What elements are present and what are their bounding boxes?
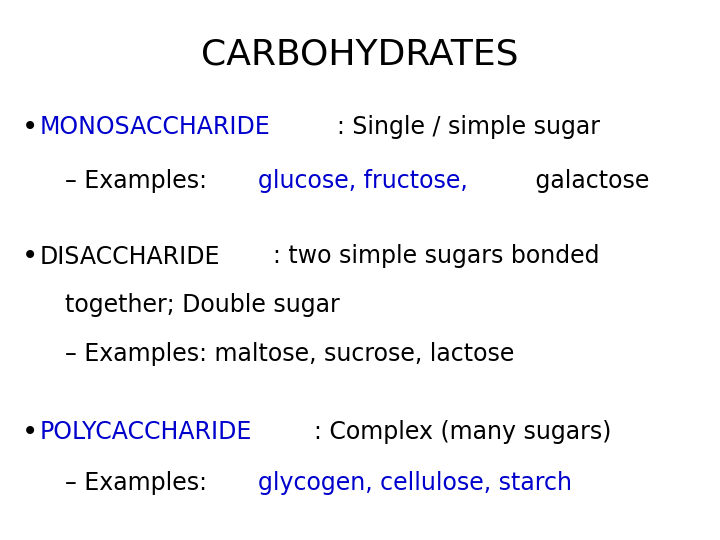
Text: – Examples:: – Examples: bbox=[65, 169, 215, 193]
Text: •: • bbox=[22, 418, 38, 446]
Text: : Single / simple sugar: : Single / simple sugar bbox=[338, 115, 600, 139]
Text: galactose: galactose bbox=[528, 169, 649, 193]
Text: glucose, fructose,: glucose, fructose, bbox=[258, 169, 467, 193]
Text: DISACCHARIDE: DISACCHARIDE bbox=[40, 245, 220, 268]
Text: – Examples: maltose, sucrose, lactose: – Examples: maltose, sucrose, lactose bbox=[65, 342, 514, 366]
Text: – Examples:: – Examples: bbox=[65, 471, 215, 495]
Text: : two simple sugars bonded: : two simple sugars bonded bbox=[272, 245, 599, 268]
Text: CARBOHYDRATES: CARBOHYDRATES bbox=[202, 38, 518, 72]
Text: POLYCACCHARIDE: POLYCACCHARIDE bbox=[40, 420, 252, 444]
Text: : Complex (many sugars): : Complex (many sugars) bbox=[314, 420, 611, 444]
Text: MONOSACCHARIDE: MONOSACCHARIDE bbox=[40, 115, 270, 139]
Text: •: • bbox=[22, 242, 38, 271]
Text: together; Double sugar: together; Double sugar bbox=[65, 293, 340, 317]
Text: glycogen, cellulose, starch: glycogen, cellulose, starch bbox=[258, 471, 572, 495]
Text: •: • bbox=[22, 113, 38, 141]
